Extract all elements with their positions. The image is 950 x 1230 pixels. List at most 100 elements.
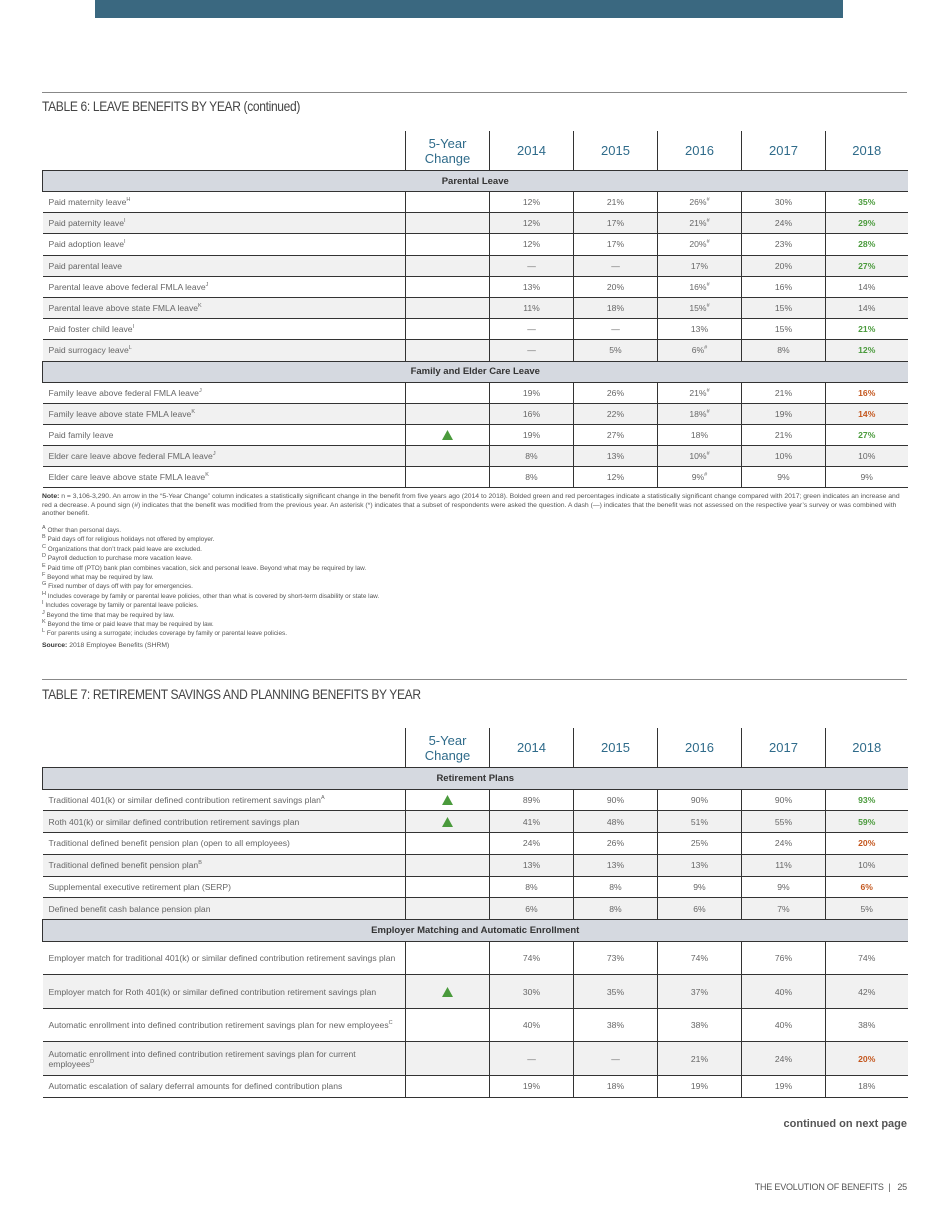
value-cell: 73%	[573, 940, 658, 976]
value: 12%	[522, 239, 541, 250]
table-title: TABLE 7: RETIREMENT SAVINGS AND PLANNING…	[42, 686, 421, 702]
value: 35%	[858, 197, 876, 208]
value: 24%	[522, 838, 541, 849]
value-cell: 30%	[489, 974, 574, 1009]
value-cell: 20%#	[657, 233, 742, 256]
value-cell: 74%	[657, 940, 742, 976]
value-flag: #	[704, 345, 708, 352]
note-text: n = 3,106-3,290. An arrow in the “5-Year…	[42, 493, 900, 518]
value-cell: 10%	[825, 853, 908, 877]
value: 18%	[689, 408, 707, 419]
source-text: 2018 Employee Benefits (SHRM)	[69, 642, 170, 649]
value-cell: 9%	[741, 875, 826, 899]
value: 21%	[689, 387, 707, 398]
value-cell: 16%#	[657, 275, 742, 298]
value: 51%	[690, 816, 709, 827]
row: Elder care leave above state FMLA leaveK…	[42, 466, 908, 489]
value-cell: 13%	[573, 445, 658, 468]
row: Paid family leave 19% 27% 18% 21% 27%	[42, 423, 908, 447]
value-cell: 90%	[573, 788, 658, 812]
row-label: Automatic enrollment into defined contri…	[42, 1041, 406, 1076]
label-text: Automatic enrollment into defined contri…	[48, 1020, 389, 1031]
value: 21%	[774, 429, 793, 440]
change-cell	[405, 897, 490, 921]
value-cell: 26%	[573, 832, 658, 855]
row-label: Parental leave above federal FMLA leaveJ	[42, 275, 406, 298]
section-row: Family and Elder Care Leave	[42, 360, 908, 383]
arrow-shape	[442, 817, 453, 828]
value: 14%	[858, 408, 876, 419]
change-cell	[405, 810, 490, 834]
footnote-mark: D	[42, 553, 46, 560]
header-blank	[43, 131, 406, 171]
row-label: Paid adoption leaveI	[42, 233, 406, 256]
value-cell: 35%	[573, 974, 658, 1009]
value-cell: 24%	[741, 212, 826, 235]
value: 19%	[522, 387, 541, 398]
value: 55%	[774, 816, 793, 827]
value-cell: 21%#	[657, 381, 742, 404]
label-text: Roth 401(k) or similar defined contribut…	[48, 816, 300, 827]
value: 26%	[689, 197, 707, 208]
row: Supplemental executive retirement plan (…	[42, 875, 908, 899]
row: Automatic escalation of salary deferral …	[42, 1074, 908, 1098]
value-cell: 6%	[657, 897, 742, 921]
value: 59%	[858, 816, 876, 827]
value: 24%	[774, 218, 793, 229]
value-cell: 38%	[657, 1007, 742, 1043]
header-blank	[43, 728, 406, 768]
value-cell: 24%	[741, 832, 826, 855]
table: 5-Year Change 2014 2015 2016 2017 2018 Parenta…	[42, 131, 908, 489]
value-cell: 11%	[489, 296, 574, 320]
value: 27%	[858, 260, 876, 271]
value: 74%	[690, 953, 709, 964]
value: 74%	[522, 953, 541, 964]
value: 17%	[606, 218, 625, 229]
year-header: 2014	[489, 728, 574, 768]
value: —	[611, 1053, 620, 1064]
section-name: Parental Leave	[42, 170, 908, 192]
value-cell: 59%	[825, 810, 908, 834]
footnote-ref: I	[124, 239, 126, 246]
footnote-mark: H	[42, 590, 46, 597]
row: Employer match for traditional 401(k) or…	[42, 940, 908, 976]
value: 89%	[522, 794, 541, 805]
footnote-ref: D	[90, 1058, 95, 1065]
change-cell	[405, 974, 490, 1009]
value: 17%	[690, 260, 709, 271]
row-label: Traditional 401(k) or similar defined co…	[42, 788, 406, 812]
label-text: Defined benefit cash balance pension pla…	[48, 903, 211, 914]
value-cell: 16%	[825, 381, 908, 404]
row-label: Defined benefit cash balance pension pla…	[42, 897, 406, 921]
value-cell: 19%	[657, 1074, 742, 1098]
change-cell	[405, 788, 490, 812]
value-cell: 17%	[573, 233, 658, 256]
value-cell: 38%	[573, 1007, 658, 1043]
value: 6%	[860, 882, 873, 893]
value: 6%	[525, 903, 538, 914]
value-cell: 21%	[741, 423, 826, 447]
value-flag: #	[704, 472, 708, 479]
footnote-ref: I	[123, 218, 126, 225]
value-cell: 40%	[489, 1007, 574, 1043]
footnote-mark: A	[42, 524, 46, 531]
row-label: Elder care leave above federal FMLA leav…	[42, 445, 406, 468]
value-cell: 20%	[741, 254, 826, 277]
value: 12%	[522, 197, 541, 208]
value: 48%	[606, 816, 625, 827]
value: 24%	[774, 1053, 793, 1064]
value-cell: 11%	[741, 853, 826, 877]
value: 13%	[690, 324, 709, 335]
value: 18%	[690, 429, 709, 440]
value-cell: 9%	[825, 466, 908, 489]
value-cell: 89%	[489, 788, 574, 812]
table-title: TABLE 6: LEAVE BENEFITS BY YEAR (continu…	[42, 98, 301, 114]
value-cell: 74%	[489, 940, 574, 976]
footnote-mark: I	[42, 600, 44, 607]
value: 27%	[606, 429, 625, 440]
value-cell: 9%	[741, 466, 826, 489]
label-text: Paid parental leave	[48, 260, 123, 271]
value: 25%	[690, 838, 709, 849]
value-cell: 13%	[489, 275, 574, 298]
value: 11%	[775, 860, 792, 871]
